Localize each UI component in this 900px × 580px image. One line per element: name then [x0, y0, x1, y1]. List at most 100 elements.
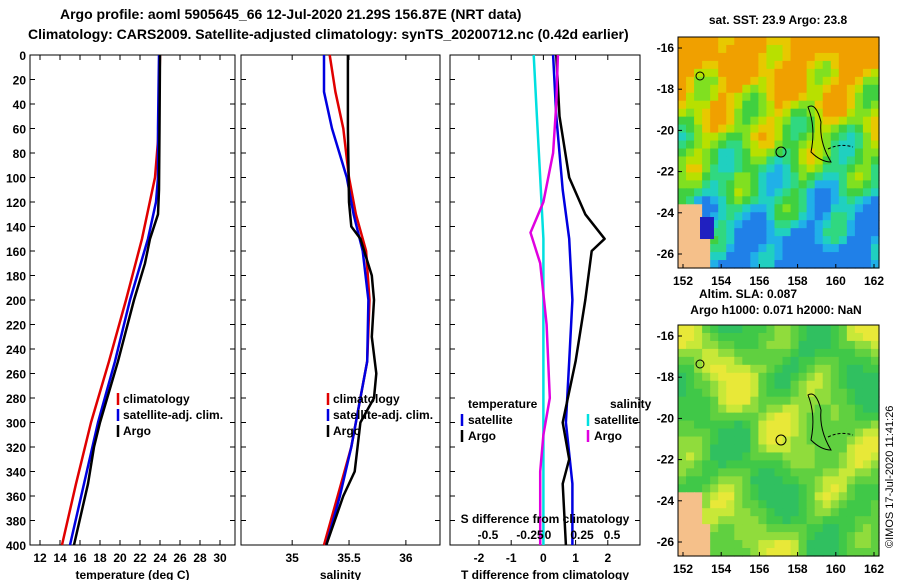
map-cell [726, 325, 735, 334]
map-cell [846, 60, 856, 70]
map-cell [846, 412, 856, 422]
map-cell [758, 44, 768, 54]
map-cell [702, 356, 711, 366]
map-cell [862, 436, 872, 446]
map-cell [806, 396, 816, 406]
map-cell [686, 44, 695, 54]
map-cell [742, 492, 751, 501]
map-cell [750, 500, 759, 509]
map-cell [846, 37, 856, 46]
map-cell [726, 508, 735, 517]
map-cell [710, 68, 719, 78]
map-cell [838, 124, 848, 134]
map-cell [710, 236, 719, 245]
map-cell [806, 492, 816, 501]
map-cell [846, 260, 856, 269]
map-cell [758, 172, 768, 181]
map-cell [814, 68, 824, 78]
map-cell [742, 220, 751, 229]
map-cell [718, 204, 727, 213]
map-cell [710, 164, 719, 174]
map-cell [806, 100, 816, 110]
map-cell [686, 332, 695, 342]
map-cell [726, 348, 735, 358]
map-cell [806, 148, 816, 158]
map-cell [822, 100, 832, 110]
map-cell [870, 356, 880, 366]
map-cell [830, 364, 840, 374]
map-cell [734, 356, 743, 366]
map-cell [854, 124, 864, 134]
map-cell [694, 548, 703, 557]
map-cell [774, 388, 784, 398]
map-cell [822, 540, 832, 549]
map-cell [734, 220, 743, 229]
map-cell [830, 548, 840, 557]
map-cell [814, 196, 824, 205]
map-cell [766, 404, 776, 414]
map-cell [750, 356, 759, 366]
map-cell [766, 325, 776, 334]
map-cell [750, 452, 759, 462]
map-cell [750, 252, 759, 261]
map-cell [854, 156, 864, 166]
x-tick-label: -1 [506, 551, 517, 565]
map-cell [822, 332, 832, 342]
legend-label: Argo [123, 424, 151, 438]
map-cell [726, 108, 735, 118]
map-cell [830, 388, 840, 398]
map-cell [678, 124, 687, 134]
map-cell [694, 140, 703, 150]
map-cell [718, 516, 727, 525]
map-cell [750, 220, 759, 229]
map-cell [710, 124, 719, 134]
map-cell [838, 108, 848, 118]
map-cell [870, 204, 880, 213]
map-cell [758, 148, 768, 158]
map-cell [838, 220, 848, 229]
map-cell [790, 436, 800, 446]
map-cell [862, 325, 872, 334]
map-cell [798, 252, 808, 261]
map-cell [742, 196, 751, 205]
map-cell [710, 500, 719, 509]
map-cell [678, 212, 687, 221]
map-cell [702, 84, 711, 94]
map-cell [742, 356, 751, 366]
map-cell [814, 396, 824, 406]
map-cell [766, 180, 776, 189]
map-cell [830, 524, 840, 533]
map-cell [782, 444, 792, 454]
map-cell [822, 132, 832, 142]
sst-map-title: sat. SST: 23.9 Argo: 23.8 [709, 13, 848, 27]
map-cell [806, 156, 816, 166]
map-cell [782, 108, 792, 118]
map-cell [822, 156, 832, 166]
map-cell [838, 204, 848, 213]
map-cell [694, 500, 703, 509]
map-cell [870, 476, 880, 485]
map-cell [702, 524, 711, 533]
map-cell [814, 132, 824, 142]
map-cell [678, 44, 687, 54]
map-cell [702, 484, 711, 493]
map-cell [694, 404, 703, 414]
map-cell [782, 148, 792, 158]
map-cell [870, 332, 880, 342]
map-cell [734, 116, 743, 126]
map-cell [846, 180, 856, 189]
map-cell [702, 436, 711, 446]
map-cell [790, 76, 800, 86]
map-cell [814, 532, 824, 541]
map-cell [750, 420, 759, 430]
map-cell [702, 388, 711, 398]
map-cell [870, 252, 880, 261]
map-cell [718, 412, 727, 422]
map-cell [734, 100, 743, 110]
map-cell [806, 340, 816, 350]
map-cell [758, 236, 768, 245]
map-cell [750, 332, 759, 342]
map-cell [814, 548, 824, 557]
map-cell [710, 404, 719, 414]
map-cell [678, 108, 687, 118]
